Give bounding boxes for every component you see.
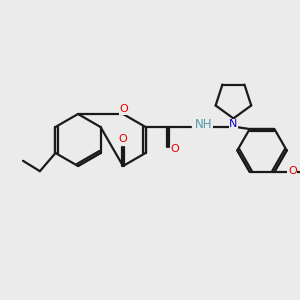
Text: O: O [120,104,128,114]
Text: O: O [171,143,179,154]
Text: N: N [229,119,238,129]
Text: O: O [288,166,297,176]
Text: NH: NH [195,118,212,130]
Text: O: O [119,134,128,145]
